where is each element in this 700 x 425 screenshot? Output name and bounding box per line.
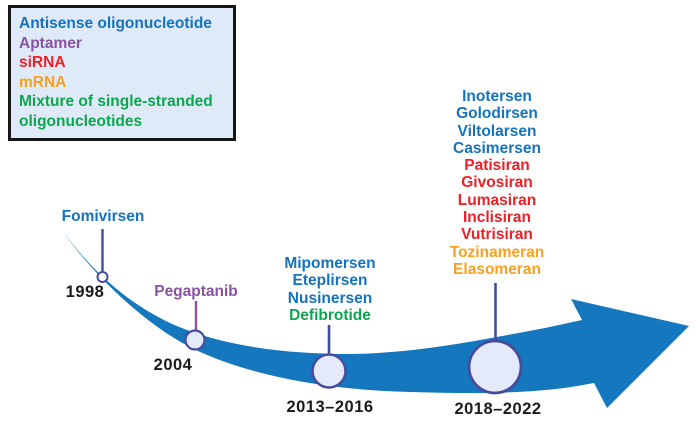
drug-label-casimersen: Casimersen (453, 139, 541, 157)
legend-item-mixture-single-stranded: Mixture of single-stranded oligonucleoti… (19, 93, 213, 130)
milestone-circle-2018-2022 (467, 339, 523, 395)
timeline-swoosh-arrow (62, 230, 689, 408)
drug-label-viltolarsen: Viltolarsen (457, 122, 537, 140)
drug-label-mipomersen: Mipomersen (284, 255, 376, 272)
legend-box: Antisense oligonucleotide Aptamer siRNA … (8, 5, 236, 141)
legend-item-antisense-oligonucleotide: Antisense oligonucleotide (19, 15, 212, 32)
drug-label-eteplirsen: Eteplirsen (292, 272, 368, 290)
milestone-circle-1998 (96, 271, 109, 283)
drug-label-inclisiran: Inclisiran (462, 209, 532, 227)
drug-label-lumasiran: Lumasiran (457, 191, 537, 209)
drug-label-fomivirsen: Fomivirsen (61, 208, 145, 225)
drug-group-2013-2016: Mipomersen Eteplirsen Nusinersen Defibro… (284, 255, 375, 324)
drug-label-givosiran: Givosiran (461, 174, 533, 192)
legend-item-aptamer: Aptamer (19, 34, 82, 52)
drug-label-defibrotide: Defibrotide (289, 306, 371, 324)
drug-label-elasomeran: Elasomeran (453, 260, 541, 278)
milestone-circle-2013-2016 (311, 353, 347, 389)
legend-item-mrna: mRNA (19, 73, 67, 91)
drug-label-golodirsen: Golodirsen (456, 105, 538, 123)
date-label-2013-2016: 2013–2016 (286, 398, 374, 416)
drug-group-2018-2022: Inotersen Golodirsen Viltolarsen Casimer… (450, 88, 544, 278)
drug-label-vutrisiran: Vutrisiran (461, 226, 533, 244)
legend-item-sirna: siRNA (19, 54, 66, 71)
drug-label-nusinersen: Nusinersen (287, 289, 373, 307)
date-label-2018-2022: 2018–2022 (454, 400, 542, 418)
milestone-circle-2004 (184, 329, 206, 351)
drug-label-patisiran: Patisiran (464, 157, 530, 175)
date-label-1998: 1998 (65, 283, 105, 301)
date-label-2004: 2004 (153, 356, 193, 374)
drug-label-inotersen: Inotersen (462, 88, 532, 105)
drug-label-pegaptanib: Pegaptanib (154, 283, 238, 300)
drug-label-tozinameran: Tozinameran (449, 243, 545, 261)
